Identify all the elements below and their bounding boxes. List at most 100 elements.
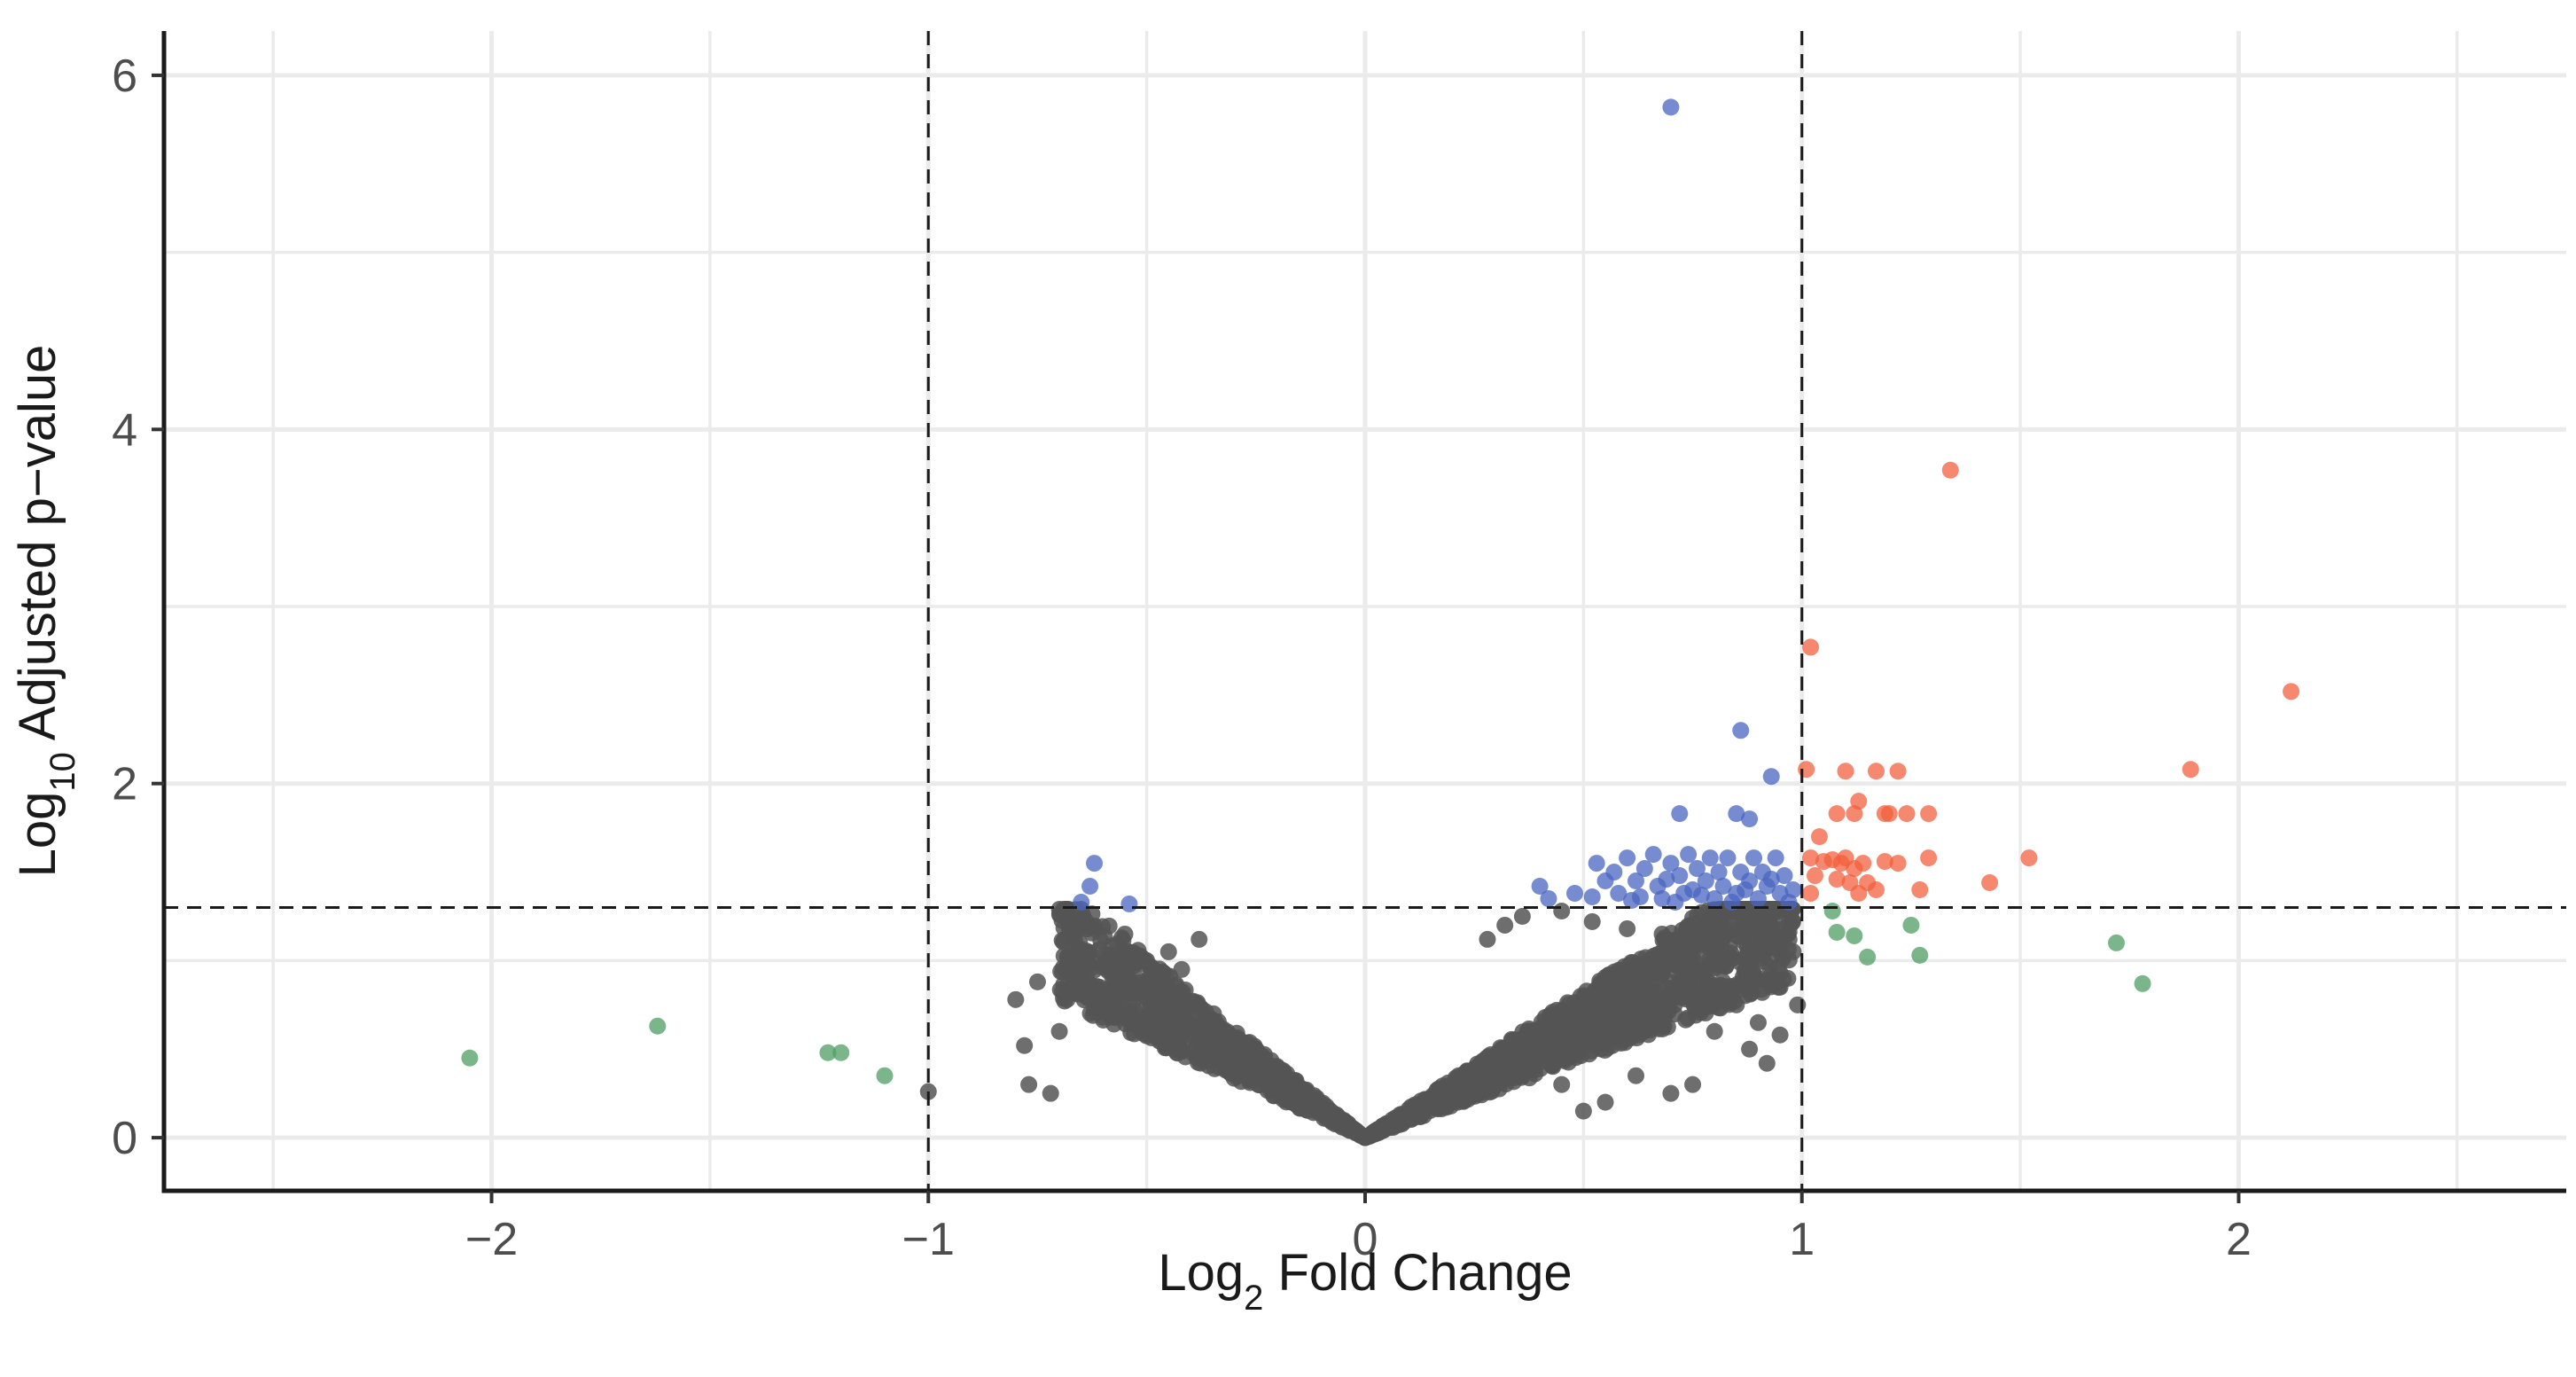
point-significant-fc-and-p: [1920, 805, 1938, 823]
point-significant-p: [1662, 98, 1680, 116]
point-not-significant: [1698, 912, 1716, 930]
point-not-significant: [1068, 966, 1086, 983]
point-significant-p: [1741, 810, 1759, 828]
point-not-significant: [1703, 998, 1721, 1015]
point-not-significant: [1368, 1123, 1386, 1141]
point-not-significant: [1732, 980, 1750, 998]
point-fold-change-only: [1846, 927, 1863, 944]
point-significant-p: [1714, 878, 1732, 896]
point-significant-p: [1732, 722, 1750, 739]
point-not-significant: [1146, 973, 1164, 990]
point-not-significant: [1656, 942, 1674, 959]
point-not-significant: [1749, 1013, 1767, 1031]
point-significant-p: [1566, 885, 1584, 903]
point-significant-fc-and-p: [1828, 871, 1846, 888]
point-not-significant: [1616, 990, 1634, 1007]
point-not-significant: [1574, 1102, 1592, 1120]
point-not-significant: [1638, 1001, 1656, 1019]
point-significant-fc-and-p: [1889, 855, 1907, 872]
point-significant-fc-and-p: [1889, 763, 1907, 780]
point-not-significant: [1438, 1098, 1456, 1115]
point-not-significant: [1118, 962, 1136, 980]
points-layer: [461, 98, 2300, 1146]
point-not-significant: [1175, 991, 1193, 1009]
point-fold-change-only: [1859, 948, 1877, 966]
point-not-significant: [1684, 1076, 1702, 1093]
x-tick-label: 2: [2226, 1214, 2252, 1265]
point-significant-p: [1610, 885, 1628, 903]
point-not-significant: [1159, 1032, 1177, 1050]
point-not-significant: [1581, 1045, 1598, 1063]
point-not-significant: [1284, 1073, 1301, 1091]
point-not-significant: [1190, 930, 1208, 948]
point-not-significant: [1495, 1051, 1513, 1068]
point-not-significant: [1538, 1021, 1556, 1038]
point-fold-change-only: [1902, 916, 1920, 934]
point-not-significant: [1059, 948, 1077, 966]
point-not-significant: [1248, 1065, 1266, 1083]
y-axis-title-prefix: Log: [9, 792, 66, 878]
point-not-significant: [1636, 1021, 1654, 1038]
point-not-significant: [1052, 963, 1070, 981]
point-not-significant: [1042, 1084, 1059, 1102]
point-not-significant: [1752, 931, 1770, 949]
point-significant-fc-and-p: [1802, 885, 1820, 903]
point-not-significant: [1752, 906, 1770, 924]
point-fold-change-only: [461, 1049, 479, 1067]
point-not-significant: [1222, 1064, 1239, 1082]
point-not-significant: [1563, 1044, 1581, 1061]
point-significant-fc-and-p: [1981, 874, 1999, 892]
point-not-significant: [1712, 977, 1729, 995]
point-not-significant: [1632, 951, 1650, 968]
point-not-significant: [1016, 1037, 1034, 1054]
point-significant-p: [1671, 805, 1689, 823]
point-significant-fc-and-p: [1920, 849, 1938, 867]
point-significant-fc-and-p: [1911, 881, 1929, 899]
point-not-significant: [1513, 907, 1531, 925]
point-not-significant: [1086, 920, 1104, 938]
point-significant-p: [1583, 888, 1601, 906]
x-axis-title: Log2 Fold Change: [1158, 1244, 1572, 1318]
point-not-significant: [1127, 1010, 1144, 1028]
point-not-significant: [1721, 916, 1739, 934]
point-significant-p: [1619, 849, 1636, 867]
point-significant-p: [1706, 890, 1723, 908]
point-not-significant: [1593, 990, 1611, 1007]
point-not-significant: [1173, 1006, 1190, 1024]
point-not-significant: [1325, 1108, 1343, 1126]
point-significant-p: [1784, 881, 1802, 899]
point-not-significant: [1248, 1047, 1266, 1065]
point-not-significant: [1570, 996, 1588, 1013]
point-fold-change-only: [1823, 902, 1841, 919]
point-not-significant: [1643, 977, 1661, 995]
point-not-significant: [1410, 1103, 1428, 1121]
point-not-significant: [1684, 943, 1702, 960]
point-not-significant: [1479, 930, 1496, 948]
point-not-significant: [1440, 1074, 1457, 1091]
point-fold-change-only: [2134, 974, 2151, 992]
point-significant-fc-and-p: [1846, 805, 1863, 823]
grid-layer: [164, 31, 2566, 1191]
point-not-significant: [1138, 951, 1156, 969]
point-significant-p: [1635, 860, 1653, 878]
point-fold-change-only: [832, 1044, 850, 1061]
point-not-significant: [1226, 1040, 1244, 1058]
point-not-significant: [1592, 1012, 1610, 1029]
point-not-significant: [1676, 987, 1694, 1005]
point-not-significant: [1347, 1123, 1364, 1141]
point-significant-p: [1762, 768, 1780, 786]
point-not-significant: [1061, 916, 1079, 934]
point-significant-p: [1540, 890, 1557, 908]
point-not-significant: [1173, 960, 1190, 978]
point-significant-fc-and-p: [1941, 461, 1959, 479]
point-significant-fc-and-p: [1837, 763, 1854, 780]
point-not-significant: [1772, 935, 1790, 953]
point-not-significant: [1653, 925, 1671, 943]
point-significant-p: [1767, 849, 1784, 867]
point-not-significant: [1679, 1009, 1697, 1027]
point-not-significant: [1050, 1022, 1068, 1040]
point-not-significant: [1617, 1010, 1635, 1028]
point-not-significant: [1496, 916, 1514, 934]
point-not-significant: [1580, 1032, 1597, 1050]
